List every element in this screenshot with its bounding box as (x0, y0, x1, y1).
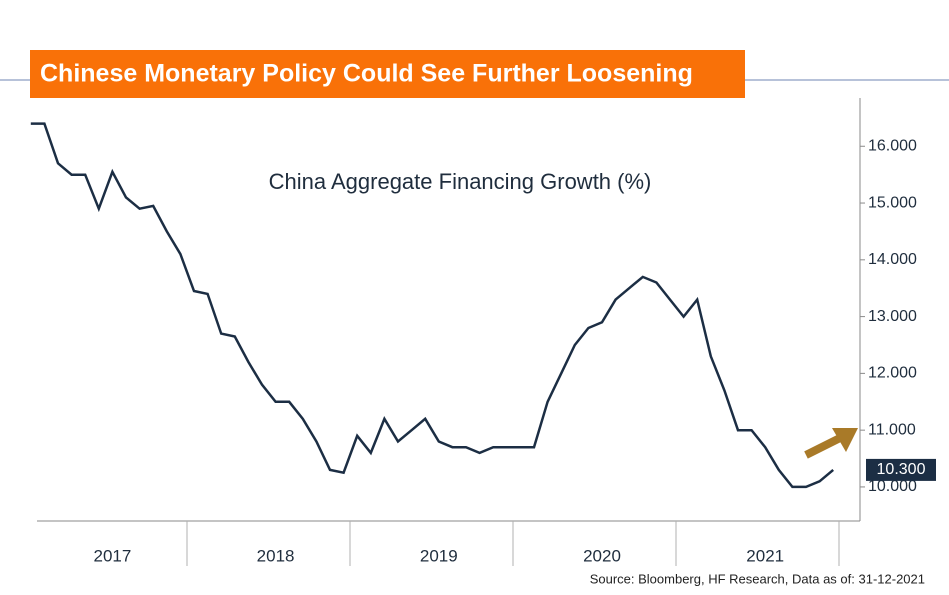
series-line (30, 122, 835, 489)
y-tick-label: 11.000 (868, 421, 916, 438)
source-note: Source: Bloomberg, HF Research, Data as … (590, 571, 925, 586)
chart-subtitle: China Aggregate Financing Growth (%) (269, 169, 652, 194)
x-tick-label: 2020 (583, 546, 621, 565)
x-tick-label: 2018 (257, 546, 295, 565)
y-tick-label: 16.000 (868, 137, 917, 154)
year-separators (186, 521, 840, 566)
title-banner (30, 50, 745, 98)
x-tick-label: 2019 (420, 546, 458, 565)
chart-title: Chinese Monetary Policy Could See Furthe… (40, 60, 693, 88)
y-tick-label: 10.000 (868, 478, 917, 495)
y-tick-label: 14.000 (868, 251, 917, 268)
x-tick-label: 2021 (746, 546, 784, 565)
x-tick-label: 2017 (93, 546, 131, 565)
value-label-box (866, 458, 936, 481)
y-tick-label: 15.000 (868, 194, 917, 211)
y-tick-label: 12.000 (868, 365, 917, 382)
value-label: 10.300 (877, 461, 926, 478)
y-tick-label: 13.000 (868, 308, 917, 325)
trend-arrow (804, 428, 858, 459)
